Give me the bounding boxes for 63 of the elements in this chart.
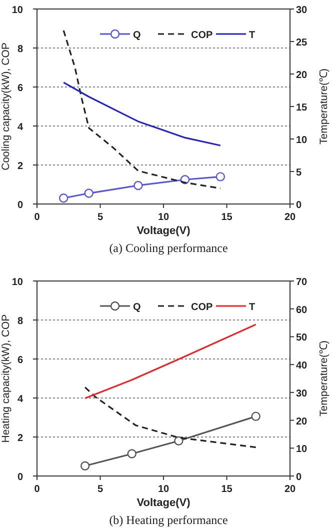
- x-tick-label: 10: [158, 484, 170, 495]
- y2-tick-label: 0: [296, 200, 302, 211]
- y2-tick-label: 40: [296, 360, 308, 372]
- line-series: [62, 82, 222, 146]
- x-tick-label: 0: [34, 484, 40, 495]
- y2-tick-label: 30: [296, 388, 308, 400]
- y-axis-title: Cooling capacity(kW), COP: [0, 42, 12, 170]
- point: [216, 172, 226, 182]
- x-tick-label: 5: [97, 212, 104, 223]
- point: [58, 194, 68, 203]
- y2-tick-label: 50: [296, 332, 308, 344]
- y-axis-title: Heating capacity(kW), COP: [0, 314, 12, 443]
- y-tick-label: 10: [12, 277, 24, 288]
- x-tick-label: 0: [34, 212, 40, 223]
- x-tick-label: 20: [284, 484, 296, 495]
- point: [84, 188, 94, 198]
- y-tick-label: 8: [17, 44, 24, 55]
- y-tick-label: 6: [17, 83, 24, 94]
- y-tick-label: 4: [17, 394, 24, 405]
- point: [251, 412, 260, 421]
- line-series: [62, 30, 222, 190]
- legend-label: Q: [133, 30, 141, 41]
- text: (a) Cooling performance: [109, 241, 228, 255]
- y2-axis-title: Temperature(℃): [318, 68, 330, 144]
- y2-tick-label: 70: [296, 277, 308, 288]
- x-tick-label: 20: [284, 212, 296, 223]
- y2-tick-label: 0: [296, 472, 302, 483]
- point: [134, 180, 143, 190]
- y-tick-label: 4: [17, 122, 24, 133]
- y2-tick-label: 60: [296, 304, 308, 316]
- y-tick-label: 8: [17, 316, 24, 327]
- y2-tick-label: 20: [296, 416, 308, 428]
- point: [174, 436, 184, 446]
- legend-label: COP: [191, 302, 213, 313]
- y2-tick-label: 10: [296, 135, 308, 146]
- x-tick-label: 15: [221, 484, 233, 495]
- x-tick-label: 5: [97, 484, 104, 495]
- y-tick-label: 10: [12, 5, 24, 16]
- y2-tick-label: 20: [296, 70, 308, 81]
- x-tick-label: 10: [158, 212, 170, 223]
- y2-tick-label: 10: [296, 444, 308, 456]
- x-axis-title: Voltage(V): [136, 225, 191, 237]
- x-tick-label: 15: [221, 212, 233, 223]
- y2-tick-label: 15: [296, 102, 308, 114]
- legend-label: Q: [133, 302, 141, 313]
- line-series: [84, 324, 257, 400]
- legend-label: T: [249, 302, 256, 313]
- y-tick-label: 2: [17, 161, 24, 172]
- y-tick-label: 2: [17, 433, 24, 444]
- y2-tick-label: 5: [296, 168, 302, 178]
- text: (b) Heating performance: [109, 513, 228, 527]
- point: [127, 449, 136, 458]
- legend-label: T: [249, 30, 256, 41]
- y2-tick-label: 25: [296, 38, 308, 48]
- x-axis-title: Voltage(V): [136, 497, 191, 509]
- line-series: [84, 386, 257, 448]
- y-tick-label: 6: [17, 355, 24, 366]
- y-tick-label: 0: [17, 200, 24, 211]
- y-tick-label: 0: [17, 472, 24, 483]
- point: [80, 461, 90, 470]
- legend-label: COP: [191, 30, 213, 41]
- y2-tick-label: 30: [296, 5, 308, 16]
- y2-axis-title: Temperature(℃): [318, 340, 330, 416]
